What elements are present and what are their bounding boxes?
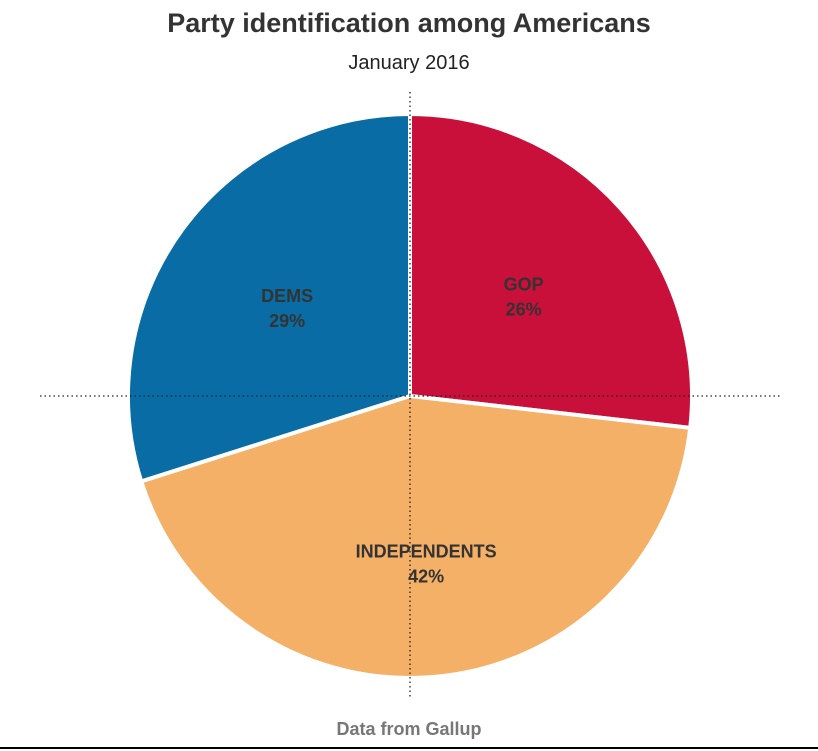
pie-slice-gop [408,112,694,430]
slice-label-gop: GOP [504,275,544,295]
slice-value-dems: 29% [269,311,305,331]
slice-value-independents: 42% [408,567,444,587]
pie-slice-dems [126,112,412,484]
chart-source: Data from Gallup [336,719,482,739]
bottom-rule [0,747,818,749]
slice-label-independents: INDEPENDENTS [356,542,497,562]
chart-title: Party identification among Americans [167,8,651,38]
slice-value-gop: 26% [506,300,542,320]
chart-subtitle: January 2016 [348,52,470,74]
pie-slice-independents [139,394,693,680]
slice-label-dems: DEMS [261,286,313,306]
